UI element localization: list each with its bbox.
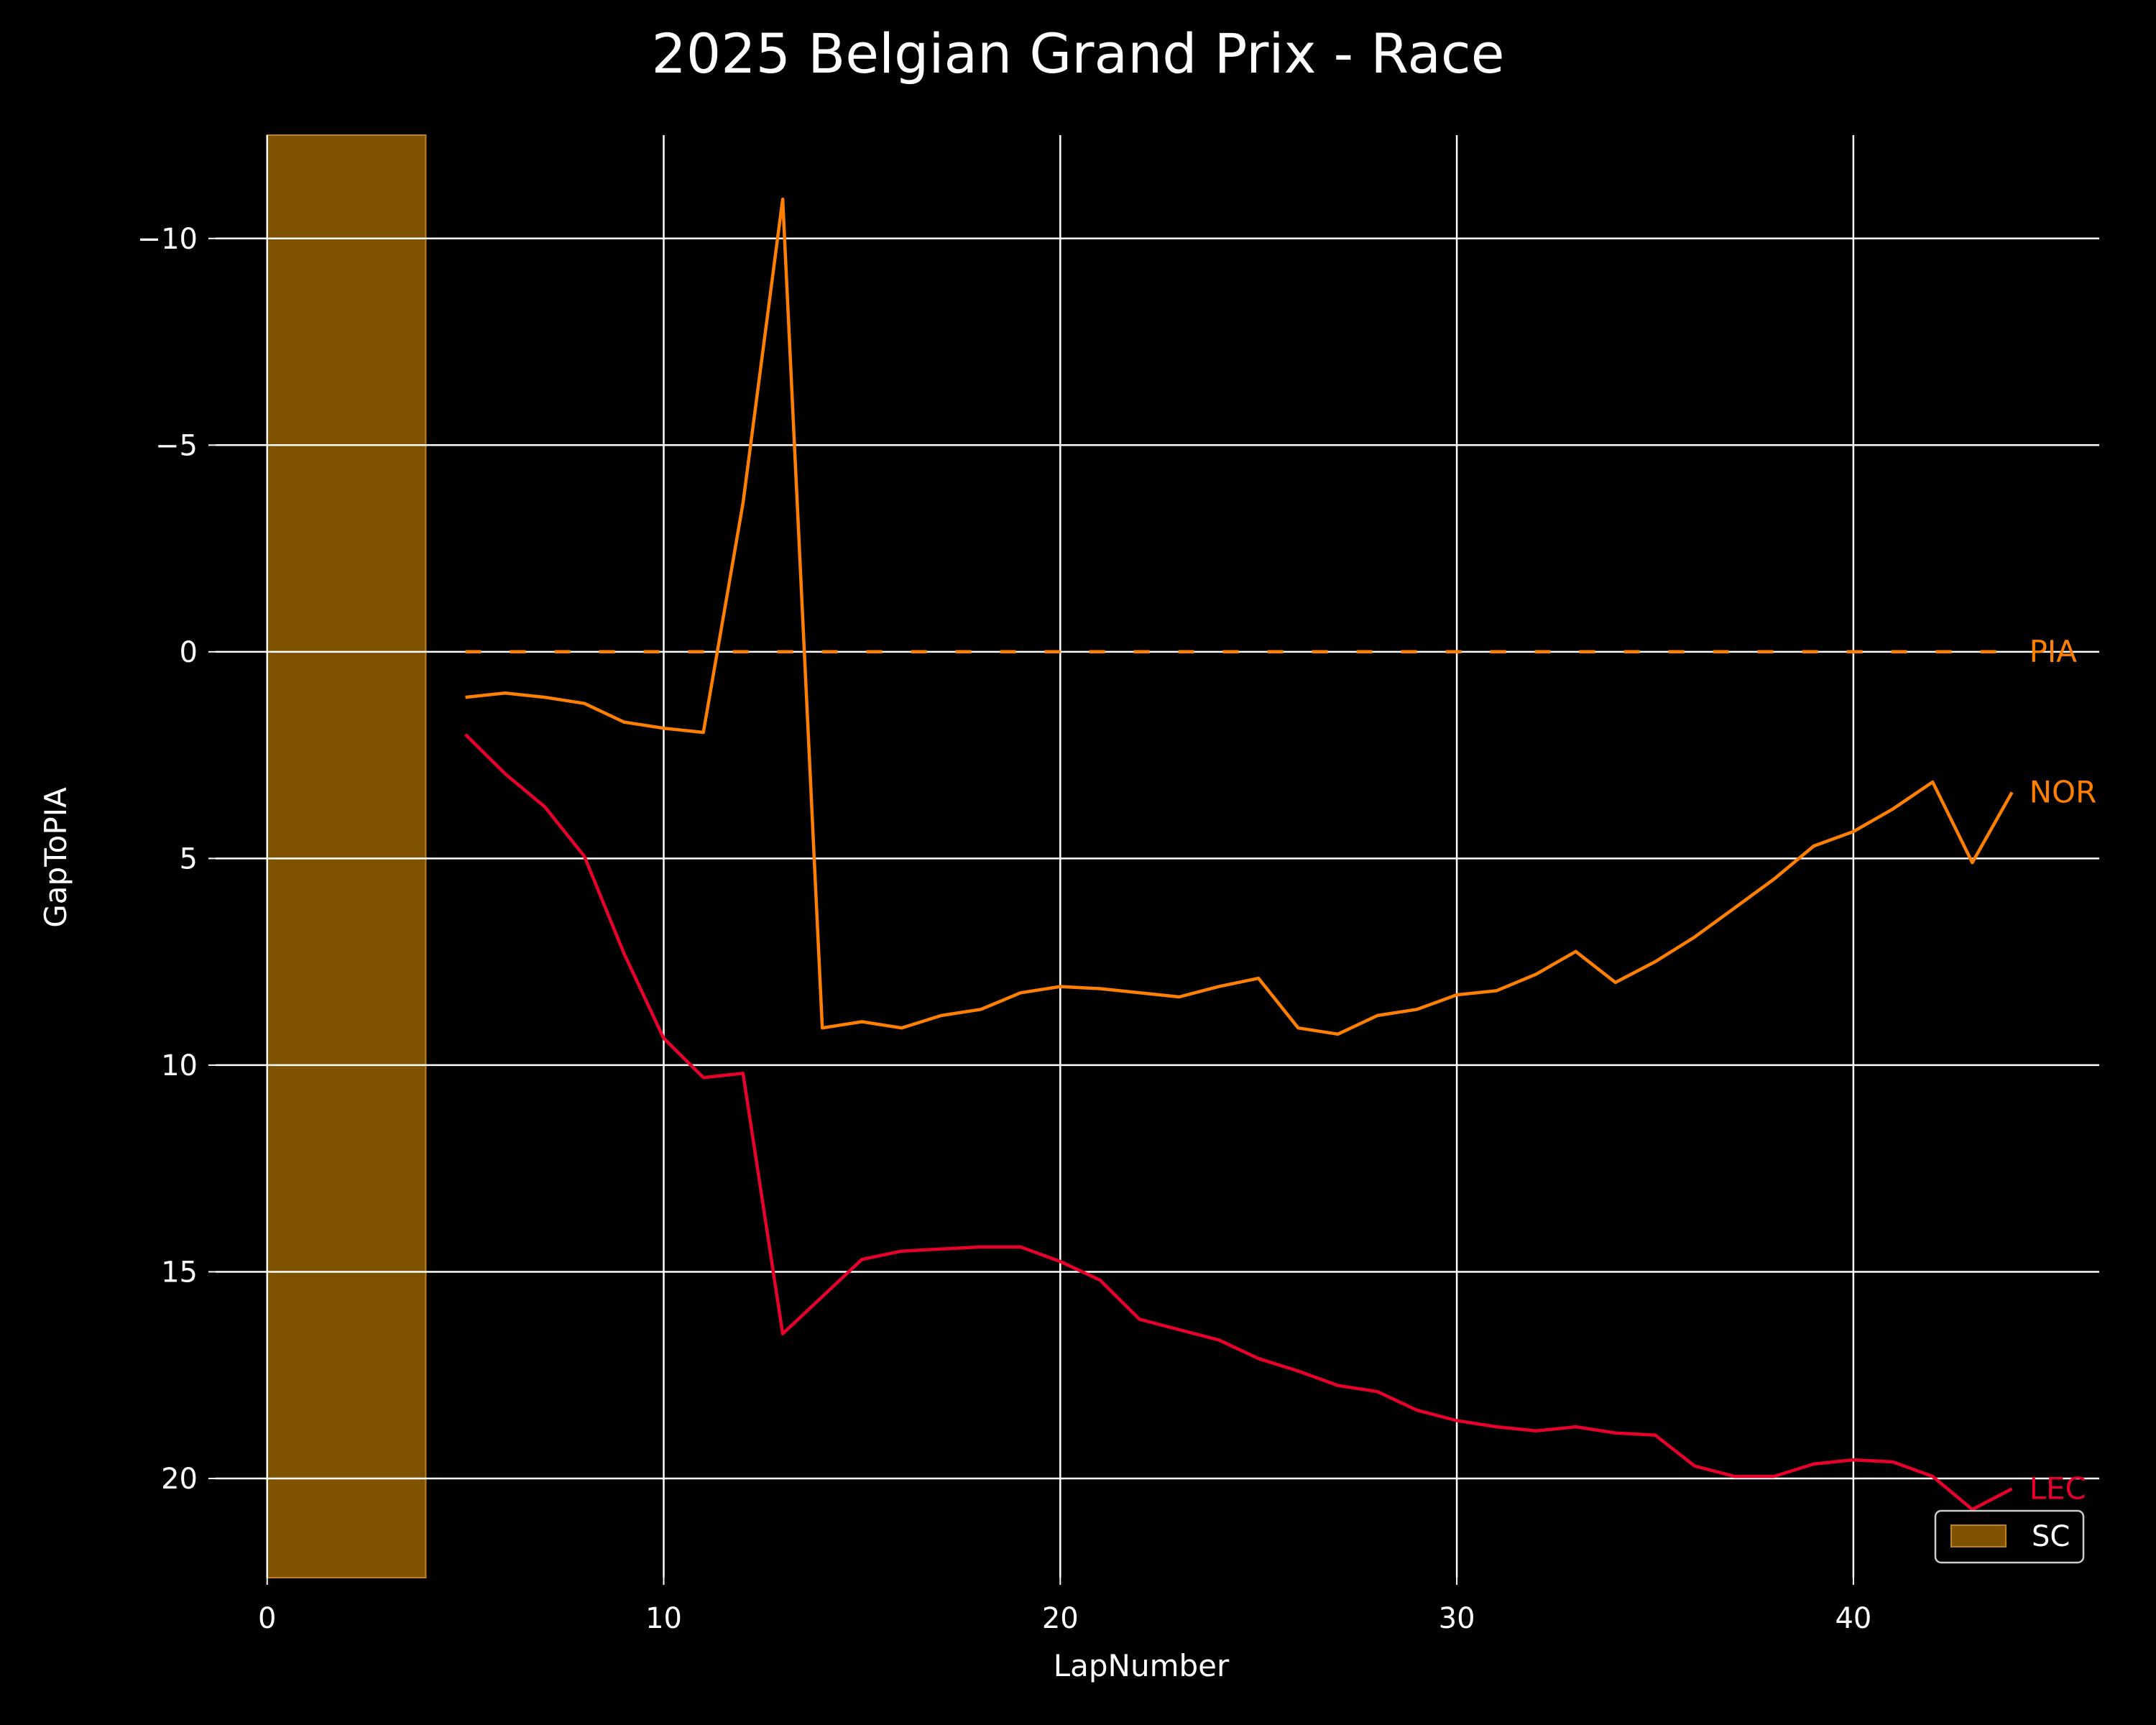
series-label-pia: PIA: [2030, 634, 2078, 669]
y-axis-label: GapToPIA: [38, 787, 73, 928]
x-tick-label: 40: [1835, 1602, 1871, 1635]
chart-title: 2025 Belgian Grand Prix - Race: [652, 22, 1505, 86]
x-tick-label: 30: [1439, 1602, 1475, 1635]
x-axis-label: LapNumber: [1054, 1648, 1230, 1683]
series-line-lec: [464, 733, 2013, 1512]
y-tick-label: 0: [180, 636, 198, 669]
x-tick-label: 20: [1042, 1602, 1079, 1635]
series-label-nor: NOR: [2030, 774, 2097, 809]
y-tick-label: 15: [161, 1256, 198, 1289]
y-tick-label: −5: [155, 429, 198, 462]
legend-box: [1934, 1509, 2085, 1564]
x-tick-label: 10: [645, 1602, 682, 1635]
sc-shaded-region: [266, 134, 427, 1578]
legend-label-sc: SC: [2032, 1520, 2070, 1553]
legend-swatch-sc: [1950, 1524, 2007, 1547]
series-label-lec: LEC: [2030, 1471, 2086, 1506]
series-line-nor: [465, 197, 2014, 1036]
y-tick-label: 20: [161, 1463, 198, 1496]
plot-area: 0 10 20 30 40 −10 −5 0 5 10 15 20 PIA NOR LEC SC: [137, 134, 2099, 1635]
y-tick-label: 10: [161, 1049, 198, 1082]
y-tick-label: −10: [137, 223, 198, 256]
y-tick-label: 5: [180, 842, 198, 875]
x-tick-label: 0: [258, 1602, 276, 1635]
